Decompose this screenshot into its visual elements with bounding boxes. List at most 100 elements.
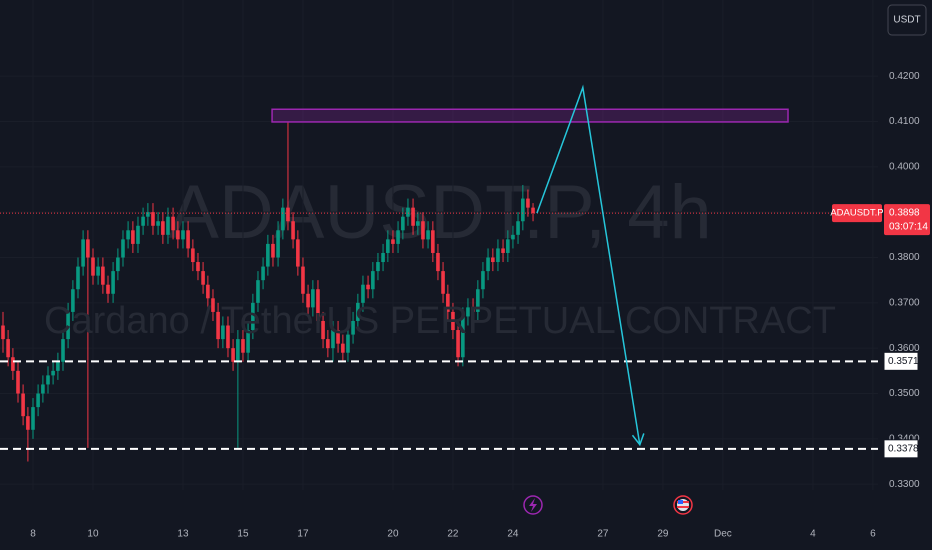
candle-body [506,239,510,253]
x-tick-label: 4 [810,529,816,540]
candle-body [126,230,130,240]
candle-body [261,266,265,281]
candle-body [231,348,235,362]
candle-body [481,271,485,290]
x-tick-label: 20 [387,529,399,540]
candle-body [156,221,160,226]
plot-area [0,84,878,462]
y-tick-label: 0.3600 [889,343,920,354]
candle-body [426,230,430,240]
candle-body [436,252,440,272]
candle-body [91,257,95,276]
candle-body [476,289,480,312]
candle-body [66,311,70,340]
candle-body [111,271,115,294]
candle-body [206,284,210,299]
candle-body [446,293,450,312]
candle-body [81,239,85,267]
y-tick-label: 0.4000 [889,161,920,172]
candle-body [501,248,505,253]
candle-body [51,370,55,376]
candle-body [396,230,400,244]
last-price-box [884,204,930,236]
candle-body [511,234,515,240]
candle-body [131,230,135,244]
candle-body [356,302,360,321]
candle-body [381,252,385,263]
candle-body [486,257,490,272]
candle-body [466,307,470,317]
symbol-label-box [832,204,882,223]
candle-body [141,216,145,226]
candle-body [456,330,460,358]
candle-body [171,216,175,231]
candle-body [351,320,355,335]
candle-body [71,289,75,312]
candle-body [251,302,255,331]
candle-body [341,343,345,353]
candle-body [121,239,125,258]
candle-body [61,339,65,362]
candle-body [401,216,405,231]
candle-body [181,230,185,240]
x-tick-label: 17 [297,529,309,540]
candle-body [416,221,420,226]
x-tick-label: 22 [447,529,459,540]
candle-body [331,330,335,349]
candle-body [461,316,465,358]
x-tick-label: 15 [237,529,249,540]
candle-body [516,221,520,235]
candle-body [21,393,25,417]
candle-body [226,325,230,349]
candle-body [191,248,195,263]
candle-body [411,207,415,226]
projection-path [536,84,641,445]
candle-body [531,207,535,214]
candle-body [366,284,370,290]
flag-icon[interactable] [673,495,693,515]
level-label: 0.3378 [888,443,919,454]
candle-body [116,257,120,272]
candle-body [76,266,80,290]
x-tick-label: 6 [870,529,876,540]
candle-body [336,330,340,344]
y-tick-label: 0.4100 [889,116,920,127]
candle-body [1,325,5,340]
level-label-box [883,351,919,371]
candle-body [421,221,425,240]
candle-body [346,334,350,353]
candle-body [391,239,395,244]
candle-body [526,198,530,208]
candle-body [146,212,150,217]
candle-body [86,239,90,258]
watermark-subtitle: Cardano / TetherUS PERPETUAL CONTRACT [44,300,836,342]
x-tick-label: 10 [87,529,99,540]
candle-body [306,293,310,308]
x-tick-label: 29 [657,529,669,540]
candle-body [36,393,40,408]
candle-body [186,230,190,249]
candle-body [16,370,20,394]
x-tick-label: 8 [30,529,36,540]
candle-body [246,330,250,353]
candle-body [6,339,10,358]
event-icon[interactable] [523,495,543,515]
candle-body [151,212,155,226]
candle-body [471,307,475,312]
currency-button[interactable] [887,4,927,36]
y-tick-label: 0.3500 [889,388,920,399]
level-label-box [883,439,919,459]
candle-body [496,248,500,263]
candle-body [296,239,300,267]
y-tick-label: 0.3300 [889,479,920,490]
currency-label[interactable]: USDT [893,15,920,26]
candle-body [241,339,245,353]
candle-body [136,225,140,244]
candle-body [56,361,60,371]
candle-body [96,266,100,276]
candle-body [31,407,35,430]
x-tick-label: 27 [597,529,609,540]
